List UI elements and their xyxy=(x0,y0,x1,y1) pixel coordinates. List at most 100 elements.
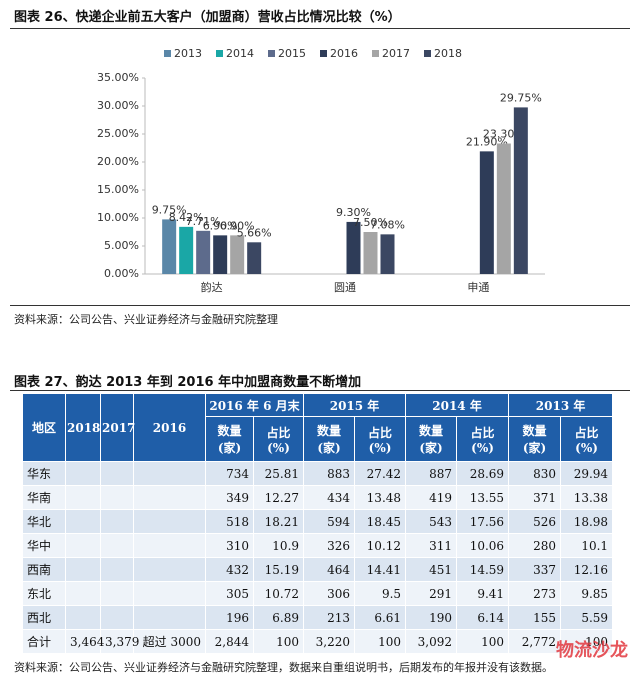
chart-rule xyxy=(10,305,630,306)
table-cell: 6.14 xyxy=(456,605,510,630)
table-cell xyxy=(65,533,101,558)
table-cell xyxy=(133,533,206,558)
table-cell: 25.81 xyxy=(252,461,305,486)
bar xyxy=(479,151,494,274)
legend-swatch xyxy=(216,50,223,57)
bar xyxy=(179,226,194,274)
table-cell: 543 xyxy=(405,509,458,534)
group-header: 2018 xyxy=(65,393,101,462)
data-label: 7.50% xyxy=(353,216,388,229)
table-cell: 419 xyxy=(405,485,458,510)
table-cell: 326 xyxy=(303,533,356,558)
title-rule xyxy=(10,28,630,29)
table-cell: 594 xyxy=(303,509,356,534)
bar xyxy=(162,219,177,274)
table-cell: 10.72 xyxy=(252,581,305,606)
table-cell: 27.42 xyxy=(354,461,407,486)
y-tick-label: 15.00% xyxy=(97,183,139,196)
table-row: 合计 3,464 3,379 超过 3000 2,844 100 3,220 100 3,092… xyxy=(22,629,614,654)
bar xyxy=(380,234,395,274)
table-cell: 10.9 xyxy=(252,533,305,558)
data-label: 7.08% xyxy=(370,218,405,231)
legend-label: 2014 xyxy=(226,47,254,60)
table-cell: 3,379 xyxy=(100,629,139,654)
table-cell: 291 xyxy=(405,581,458,606)
table-row: 华东 734 25.81 883 27.42 887 28.69 830 29.94 xyxy=(22,461,614,486)
bar xyxy=(247,242,262,274)
table-row: 西南 432 15.19 464 14.41 451 14.59 337 12.16 xyxy=(22,557,614,582)
region-cell: 华东 xyxy=(22,461,66,486)
chart: 0.00% 5.00% 10.00% 15.00% 20.00% 25.00% 30.00%… xyxy=(97,47,545,294)
y-tick-label: 30.00% xyxy=(97,99,139,112)
table-cell xyxy=(133,557,206,582)
table-cell xyxy=(65,485,101,510)
y-tick-label: 20.00% xyxy=(97,155,139,168)
table-cell xyxy=(133,461,206,486)
table-cell xyxy=(65,509,101,534)
table-row: 华中 310 10.9 326 10.12 311 10.06 280 10.1 xyxy=(22,533,614,558)
y-tick-label: 10.00% xyxy=(97,211,139,224)
table-cell: 29.94 xyxy=(560,461,614,486)
source-note: 资料来源：公司公告、兴业证券经济与金融研究院整理 xyxy=(14,313,278,326)
table-cell: 337 xyxy=(508,557,562,582)
table-cell: 超过 3000 xyxy=(133,629,206,654)
table-cell: 13.55 xyxy=(456,485,510,510)
legend-label: 2013 xyxy=(174,47,202,60)
y-tick-label: 25.00% xyxy=(97,127,139,140)
legend-label: 2018 xyxy=(434,47,462,60)
sub-header: 占比 (%) xyxy=(252,416,305,462)
sub-header: 占比 (%) xyxy=(456,416,510,462)
group-header: 2016 年 6 月末 xyxy=(204,393,305,417)
table-cell: 18.45 xyxy=(354,509,407,534)
data-table: 地区 2018 2017 2016 2016 年 6 月末 2015 年 2014 年 201… xyxy=(22,393,614,654)
y-tick-label: 35.00% xyxy=(97,71,139,84)
bar xyxy=(230,235,245,274)
group-header: 2017 xyxy=(100,393,135,462)
legend-swatch xyxy=(268,50,275,57)
table-cell: 100 xyxy=(456,629,510,654)
data-label: 7.71% xyxy=(186,215,221,228)
table-cell: 13.48 xyxy=(354,485,407,510)
table-cell: 3,220 xyxy=(303,629,356,654)
region-cell: 华北 xyxy=(22,509,66,534)
table-cell: 9.85 xyxy=(560,581,614,606)
figure-title: 图表 26、快递企业前五大客户（加盟商）营收占比情况比较（%） xyxy=(14,10,401,25)
table-cell: 887 xyxy=(405,461,458,486)
region-cell: 西北 xyxy=(22,605,66,630)
table-cell: 6.89 xyxy=(252,605,305,630)
sub-header: 数量 (家) xyxy=(205,416,254,462)
bar xyxy=(346,221,361,274)
table-cell: 18.98 xyxy=(560,509,614,534)
table-cell: 9.5 xyxy=(354,581,407,606)
table-cell: 100 xyxy=(354,629,407,654)
table-cell: 14.59 xyxy=(456,557,510,582)
bar xyxy=(196,230,211,274)
table-cell: 518 xyxy=(205,509,254,534)
data-label: 9.30% xyxy=(336,206,371,219)
title-rule xyxy=(10,390,630,391)
group-header: 地区 xyxy=(22,393,66,462)
region-cell: 华中 xyxy=(22,533,66,558)
table-cell xyxy=(65,557,101,582)
table-cell: 2,772 xyxy=(508,629,562,654)
region-cell: 合计 xyxy=(22,629,66,654)
table-cell: 10.06 xyxy=(456,533,510,558)
table-cell: 14.41 xyxy=(354,557,407,582)
x-tick-label: 申通 xyxy=(467,281,489,294)
header-row: 地区 2018 2017 2016 2016 年 6 月末 2015 年 2014 年 201… xyxy=(22,393,614,462)
table-cell xyxy=(133,485,206,510)
legend-swatch xyxy=(372,50,379,57)
legend-swatch xyxy=(320,50,327,57)
table-row: 西北 196 6.89 213 6.61 190 6.14 155 5.59 xyxy=(22,605,614,630)
region-cell: 西南 xyxy=(22,557,66,582)
table-row: 华北 518 18.21 594 18.45 543 17.56 526 18.98 xyxy=(22,509,614,534)
table-cell xyxy=(100,533,134,558)
bar xyxy=(363,232,378,274)
table-cell xyxy=(100,509,134,534)
table-cell: 190 xyxy=(405,605,458,630)
sub-header: 数量 (家) xyxy=(508,416,562,462)
table-cell: 434 xyxy=(303,485,356,510)
region-cell: 华南 xyxy=(22,485,66,510)
table-cell: 12.16 xyxy=(560,557,614,582)
